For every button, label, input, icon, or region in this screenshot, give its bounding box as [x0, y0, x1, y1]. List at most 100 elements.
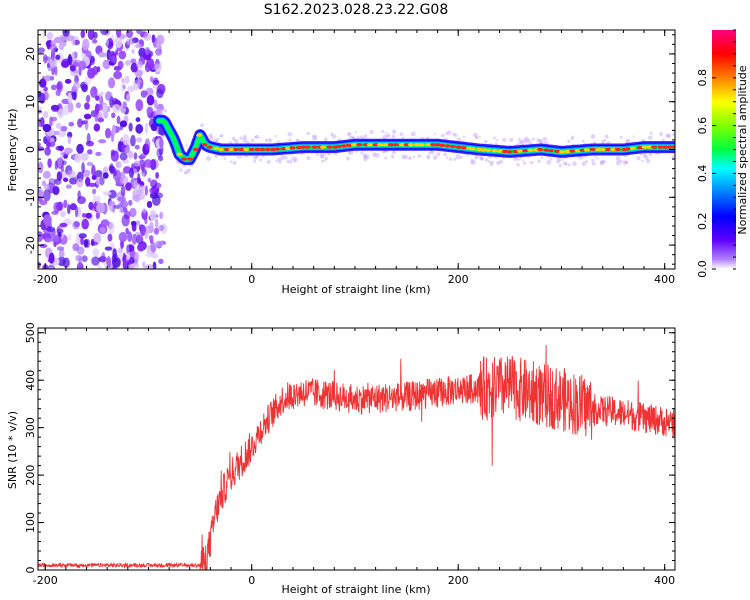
noise-blob: [130, 220, 137, 226]
noise-blob: [68, 234, 72, 241]
noise-blob: [139, 159, 144, 166]
snr-plot: [38, 344, 675, 570]
noise-blob: [42, 123, 52, 133]
noise-blob: [38, 47, 46, 54]
noise-blob: [154, 218, 159, 229]
noise-blob: [58, 42, 65, 51]
noise-blob: [72, 220, 80, 230]
noise-blob: [128, 122, 133, 132]
noise-blob: [114, 36, 123, 49]
halo-dot: [177, 162, 181, 165]
halo-dot: [323, 159, 326, 162]
noise-blob: [113, 70, 123, 80]
ridge-peak: [537, 147, 544, 152]
noise-blob: [71, 91, 77, 100]
noise-blob: [65, 184, 72, 189]
noise-blob: [43, 56, 52, 61]
noise-blob: [111, 124, 116, 136]
noise-blob: [154, 192, 164, 199]
noise-blob: [43, 91, 49, 101]
halo-dot: [492, 136, 496, 140]
ridge-peak: [345, 143, 352, 147]
noise-blob: [63, 104, 70, 116]
noise-blob: [122, 252, 127, 261]
halo-dot: [636, 156, 641, 161]
halo-dot: [642, 153, 647, 158]
noise-blob: [38, 232, 42, 242]
noise-blob: [39, 243, 48, 249]
noise-blob: [63, 177, 69, 183]
halo-dot: [234, 139, 239, 144]
noise-blob: [136, 30, 143, 35]
y-tick-label: 20: [24, 47, 37, 61]
halo-dot: [255, 134, 260, 139]
halo-dot: [519, 156, 522, 160]
noise-blob: [144, 47, 151, 56]
halo-dot: [591, 158, 595, 162]
noise-blob: [120, 175, 129, 185]
noise-blob: [153, 99, 158, 110]
noise-blob: [42, 111, 49, 119]
noise-blob: [61, 160, 67, 166]
halo-dot: [306, 155, 311, 161]
halo-dot: [526, 138, 532, 144]
halo-dot: [615, 156, 621, 161]
halo-dot: [319, 153, 325, 159]
noise-blob: [157, 83, 166, 95]
noise-blob: [100, 30, 109, 36]
noise-blob: [95, 177, 100, 186]
halo-dot: [206, 156, 212, 162]
figure-title: S162.2023.028.23.22.G08: [264, 2, 449, 18]
halo-dot: [567, 163, 571, 167]
halo-dot: [250, 138, 255, 143]
noise-blob: [135, 43, 142, 49]
noise-blob: [146, 200, 153, 209]
noise-blob: [38, 190, 44, 199]
ridge-peak: [558, 150, 565, 154]
noise-blob: [50, 116, 58, 122]
halo-dot: [274, 134, 277, 138]
noise-blob: [63, 199, 68, 209]
noise-blob: [55, 54, 61, 60]
halo-dot: [268, 137, 271, 141]
halo-dot: [647, 135, 653, 140]
colorbar-tick-label: 0.0: [696, 260, 709, 278]
ridge-peak: [614, 147, 621, 152]
noise-blob: [43, 75, 52, 82]
halo-dot: [570, 137, 574, 140]
noise-blob: [44, 183, 50, 191]
halo-dot: [371, 152, 377, 157]
noise-blob: [65, 35, 75, 41]
noise-blob: [52, 130, 60, 136]
x-tick-label: 400: [654, 574, 675, 587]
halo-dot: [382, 134, 388, 140]
noise-blob: [39, 200, 48, 206]
noise-blob: [38, 142, 41, 147]
ridge-peak: [212, 146, 219, 150]
halo-dot: [363, 134, 368, 138]
noise-blob: [77, 118, 83, 128]
noise-blob: [85, 94, 91, 103]
noise-blob: [149, 210, 157, 222]
noise-blob: [58, 248, 65, 260]
noise-blob: [100, 219, 110, 227]
halo-dot: [542, 136, 548, 142]
noise-blob: [153, 227, 160, 235]
noise-blob: [60, 210, 66, 218]
x-tick-label: -200: [33, 273, 58, 286]
y-tick-label: 400: [24, 370, 37, 391]
noise-blob: [119, 152, 128, 161]
noise-blob: [51, 210, 59, 215]
halo-dot: [523, 161, 527, 165]
noise-blob: [61, 169, 67, 180]
noise-blob: [155, 39, 162, 50]
noise-blob: [55, 89, 61, 97]
halo-dot: [163, 108, 168, 113]
ridge-peak: [192, 147, 199, 152]
noise-blob: [146, 94, 155, 106]
noise-blob: [93, 123, 101, 132]
halo-dot: [593, 141, 596, 144]
noise-blob: [155, 171, 160, 179]
noise-blob: [57, 256, 66, 267]
